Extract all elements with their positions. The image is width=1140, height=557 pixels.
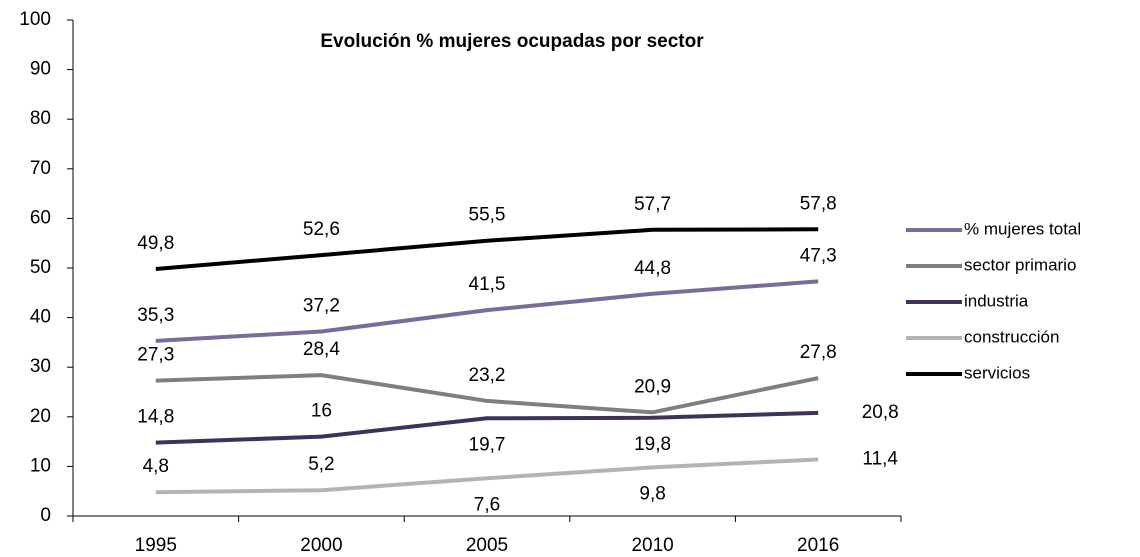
y-tick-label: 10 [30,455,51,476]
x-tick-label: 2010 [631,535,673,556]
data-label: 35,3 [137,305,174,326]
y-tick-label: 70 [30,158,51,179]
data-label: 57,8 [800,193,837,214]
data-label: 27,8 [800,342,837,363]
data-label: 44,8 [634,258,671,279]
chart-title: Evolución % mujeres ocupadas por sector [320,31,704,52]
data-label: 20,8 [862,402,899,423]
legend-label: construcción [964,327,1059,346]
y-tick-label: 60 [30,207,51,228]
data-label: 27,3 [137,345,174,366]
y-tick-label: 0 [40,505,51,526]
data-label: 23,2 [469,365,506,386]
x-tick-label: 2000 [300,535,342,556]
data-label: 49,8 [137,233,174,254]
data-label: 19,8 [634,434,671,455]
x-tick-label: 2005 [466,535,508,556]
legend-label: sector primario [964,255,1076,274]
data-label: 28,4 [303,339,340,360]
data-label: 37,2 [303,296,340,317]
series-line [155,227,819,271]
y-tick-label: 80 [30,108,51,129]
y-tick-label: 40 [30,307,51,328]
y-tick-label: 20 [30,406,51,427]
legend-label: industria [964,291,1029,310]
series-line [155,279,819,343]
y-tick-label: 100 [19,9,51,30]
x-tick-label: 1995 [135,535,177,556]
series-line [155,457,819,495]
data-label: 7,6 [474,494,500,515]
legend-label: % mujeres total [964,219,1081,238]
data-label: 5,2 [308,454,334,475]
data-label: 57,7 [634,194,671,215]
y-tick-label: 30 [30,356,51,377]
data-label: 19,7 [469,434,506,455]
x-tick-label: 2016 [797,535,839,556]
y-tick-label: 50 [30,257,51,278]
data-label: 52,6 [303,219,340,240]
series-line [155,373,819,415]
data-label: 20,9 [634,376,671,397]
data-label: 9,8 [639,483,665,504]
data-label: 14,8 [137,407,174,428]
y-tick-label: 90 [30,59,51,80]
legend-label: servicios [964,363,1030,382]
data-label: 41,5 [469,274,506,295]
data-label: 16 [311,401,332,422]
data-label: 55,5 [469,205,506,226]
series-line [155,410,819,445]
data-label: 47,3 [800,245,837,266]
data-label: 4,8 [143,456,169,477]
data-label: 11,4 [862,448,898,469]
